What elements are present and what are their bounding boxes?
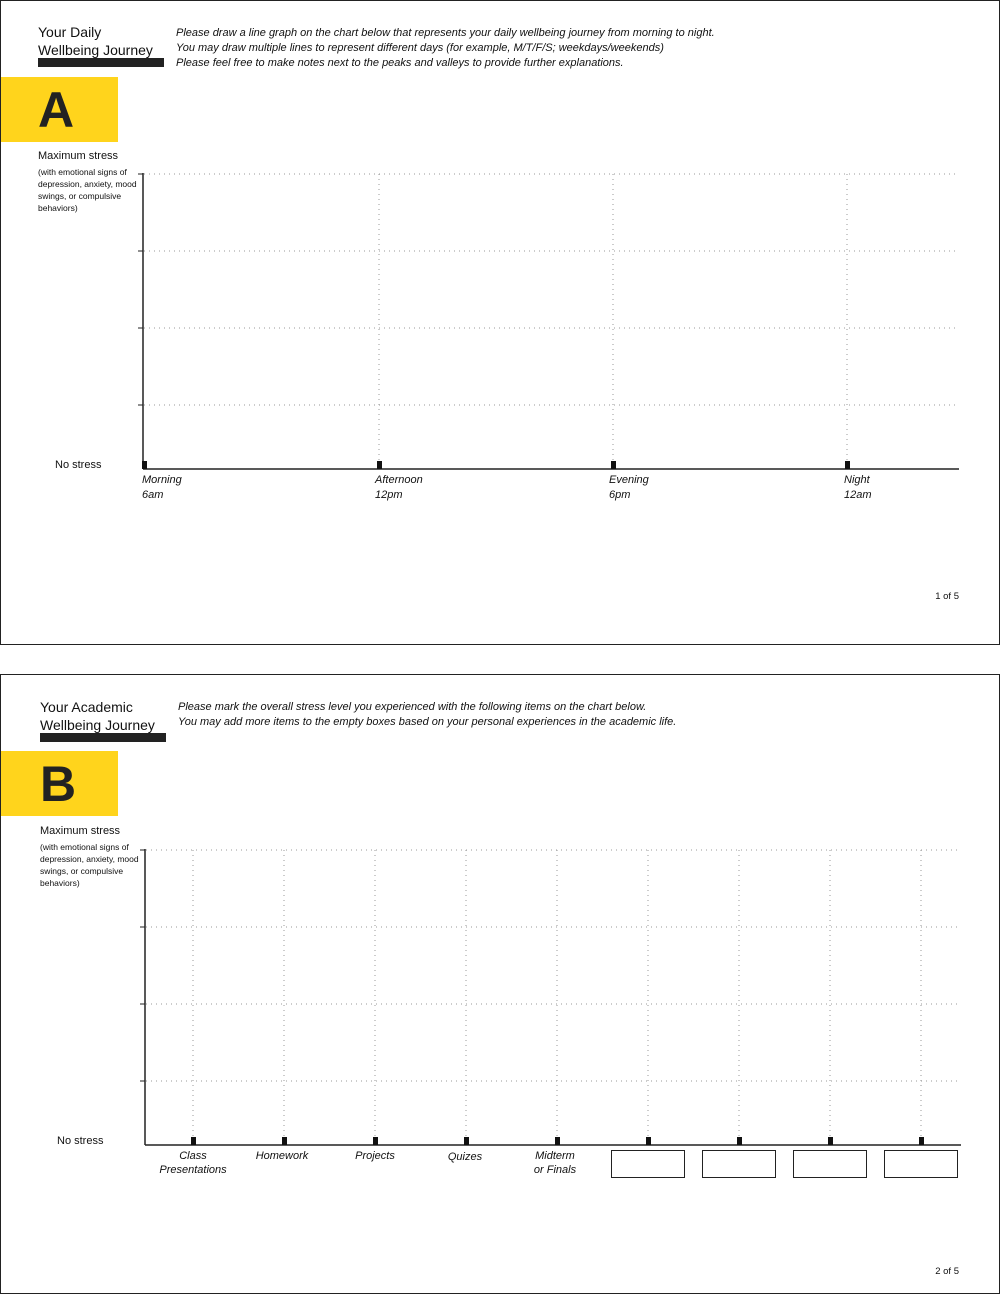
x-label-line: 12am [844,489,872,501]
x-label-line: Projects [355,1150,395,1162]
x-label-line: Quizes [447,1151,483,1163]
x-label-line: Midterm [535,1150,575,1162]
x-label-line: 6pm [609,489,631,501]
x-axis-marker [373,1137,378,1145]
x-axis-marker [142,461,147,469]
section-badge: B [1,751,118,816]
x-axis-label-class-presentations: Class Presentations [148,1149,238,1177]
y-axis-max-note: (with emotional signs of depression, anx… [40,842,139,888]
x-label-line: Night [844,474,870,486]
title-line-2: Wellbeing Journey [40,717,155,733]
y-axis-min-label: No stress [57,1135,104,1147]
x-label-line: Afternoon [375,474,423,486]
worksheet-page-a: Your Daily Wellbeing Journey Please draw… [0,0,1000,645]
x-axis-marker [646,1137,651,1145]
title-underline-bar [38,58,164,67]
page-number: 2 of 5 [935,1266,959,1277]
x-axis-marker [611,461,616,469]
custom-item-box[interactable] [793,1150,867,1178]
x-axis-marker [191,1137,196,1145]
x-axis-label-quizes: Quizes [420,1150,510,1164]
x-label-line: Evening [609,474,649,486]
instruction-line: You may draw multiple lines to represent… [176,42,664,54]
section-badge: A [1,77,118,142]
x-label-line: 6am [142,489,164,501]
x-axis-label-homework: Homework [237,1149,327,1163]
page-title: Your Academic Wellbeing Journey [40,698,155,734]
title-line-2: Wellbeing Journey [38,42,153,58]
worksheet-page-b: Your Academic Wellbeing Journey Please m… [0,674,1000,1294]
x-label-line: Presentations [159,1164,227,1176]
x-label-line: Morning [142,474,182,486]
custom-item-box[interactable] [884,1150,958,1178]
title-underline-bar [40,733,166,742]
x-label-line: Homework [255,1150,309,1162]
x-label-line: or Finals [533,1164,577,1176]
instructions: Please mark the overall stress level you… [178,700,676,730]
x-axis-label-night: Night 12am [844,473,872,503]
instructions: Please draw a line graph on the chart be… [176,26,715,71]
y-axis-max-label: Maximum stress [40,825,121,837]
custom-item-box[interactable] [611,1150,685,1178]
x-axis-marker [845,461,850,469]
instruction-line: Please feel free to make notes next to t… [176,57,624,69]
x-label-line: Class [179,1150,207,1162]
x-axis-marker [282,1137,287,1145]
x-axis-marker [828,1137,833,1145]
page-number: 1 of 5 [935,591,959,602]
page-title: Your Daily Wellbeing Journey [38,23,153,59]
x-axis-label-evening: Evening 6pm [609,473,649,503]
instruction-line: Please mark the overall stress level you… [178,701,647,713]
x-axis-label-projects: Projects [330,1149,420,1163]
y-axis-max-note: (with emotional signs of depression, anx… [38,167,137,213]
x-axis-marker [737,1137,742,1145]
y-axis-min-label: No stress [55,459,102,471]
x-axis-label-morning: Morning 6am [142,473,182,503]
x-label-line: 12pm [375,489,403,501]
x-axis-marker [555,1137,560,1145]
x-axis-marker [464,1137,469,1145]
x-axis-label-midterm: Midterm or Finals [510,1149,600,1177]
instruction-line: You may add more items to the empty boxe… [178,716,677,728]
x-axis-marker [377,461,382,469]
title-line-1: Your Daily [38,24,102,40]
drawing-chart-area[interactable] [1,1,999,644]
y-axis-max-label: Maximum stress [38,150,119,162]
title-line-1: Your Academic [40,699,133,715]
instruction-line: Please draw a line graph on the chart be… [176,27,715,39]
marking-chart-area[interactable] [1,675,999,1293]
x-axis-marker [919,1137,924,1145]
custom-item-box[interactable] [702,1150,776,1178]
x-axis-label-afternoon: Afternoon 12pm [375,473,423,503]
section-letter: A [38,82,75,138]
section-letter: B [40,756,77,812]
